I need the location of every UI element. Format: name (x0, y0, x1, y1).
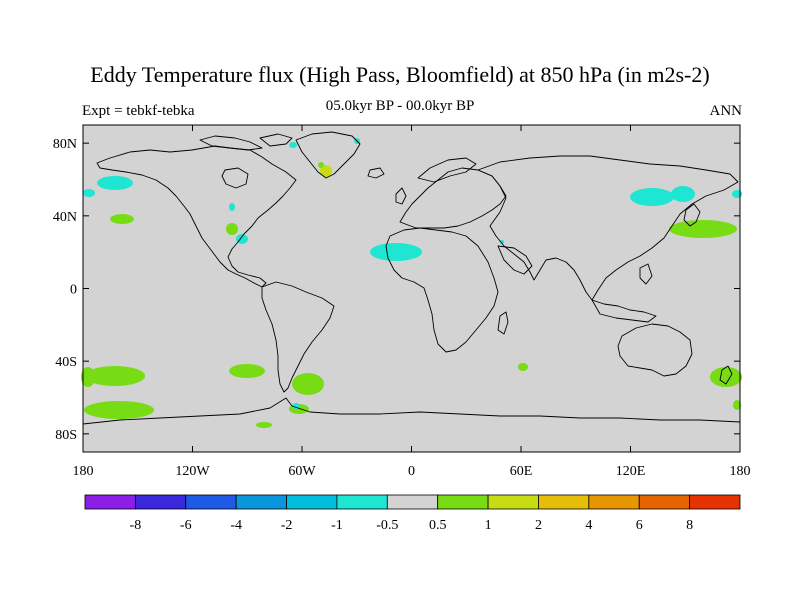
period-label: 05.0kyr BP - 00.0kyr BP (325, 98, 475, 114)
lat-tick-label: 80S (55, 428, 77, 443)
colorbar-swatch (134, 494, 187, 510)
colorbar-swatch (185, 494, 237, 510)
lon-tick-label: 180 (730, 464, 751, 479)
lon-tick-label: 120E (616, 464, 646, 479)
coastline-arctic-islands (199, 135, 263, 151)
anomaly-cyan-north-pacific (97, 176, 133, 190)
coastline-south-america (261, 281, 335, 393)
lat-tick-label: 40S (55, 355, 77, 370)
colorbar: -8 -6 -4 -2 -1 -0.5 0.5 1 2 4 6 8 (84, 494, 741, 533)
colorbar-label: -8 (130, 518, 142, 533)
anomaly-cyan-weddell (292, 403, 300, 409)
colorbar-label: -4 (230, 518, 242, 533)
colorbar-swatch (386, 494, 439, 510)
anomaly-green-south-indian (518, 363, 528, 371)
coastline-africa (385, 227, 499, 353)
colorbar-swatch (84, 494, 136, 510)
lon-tick-label: 0 (408, 464, 415, 479)
colorbar-label: 2 (535, 518, 542, 533)
coastline-australia (617, 323, 693, 377)
colorbar-label: 8 (686, 518, 693, 533)
lon-tick-label: 120W (175, 464, 210, 479)
coastline-antarctica (82, 397, 741, 425)
colorbar-swatch (588, 494, 640, 510)
anomaly-regions (81, 138, 742, 428)
colorbar-label: 4 (585, 518, 592, 533)
colorbar-swatch (437, 494, 489, 510)
anomaly-cyan-subtropical-atlantic (370, 243, 422, 261)
anomaly-cyan-mediterranean-dot (500, 240, 504, 244)
lon-tick-label: 60E (510, 464, 533, 479)
coastline-japan (683, 203, 701, 227)
colorbar-swatch (538, 494, 590, 510)
anomaly-green-north-pacific (110, 214, 134, 224)
anomaly-green-south-indian-east (710, 367, 742, 387)
coastline-arctic-islands-2 (259, 133, 293, 147)
colorbar-label: -6 (180, 518, 192, 533)
anomaly-green-gulf (226, 223, 238, 235)
coastline-hudson-bay (221, 167, 249, 189)
anomaly-cyan-asia (630, 188, 674, 206)
anomaly-cyan-east-asia (671, 186, 695, 202)
coastline-uk (395, 187, 407, 205)
season-label: ANN (709, 103, 743, 119)
coastline-philippines (639, 263, 653, 285)
anomaly-green-southern-ocean (84, 401, 154, 419)
coastline-asia (477, 155, 739, 301)
colorbar-swatch (286, 494, 338, 510)
lat-tick-label: 0 (70, 283, 77, 298)
anomaly-cyan-greenland (289, 142, 297, 148)
lat-tick-label: 80N (53, 137, 77, 152)
anomaly-green-south-pacific-edge (81, 367, 95, 387)
anomaly-cyan-atlantic-small (229, 203, 235, 211)
coastlines (82, 131, 741, 425)
colorbar-label: 0.5 (429, 518, 447, 533)
colorbar-swatch (336, 494, 388, 510)
anomaly-green-antarctic-pen (256, 422, 272, 428)
anomaly-green-west-pacific (669, 220, 737, 238)
colorbar-swatch (689, 494, 741, 510)
lon-tick-label: 180 (73, 464, 94, 479)
anomaly-green-south-pacific-west (85, 366, 145, 386)
lon-tick-label: 60W (288, 464, 316, 479)
coastline-scandinavia (417, 157, 477, 183)
colorbar-swatch (638, 494, 691, 510)
anomaly-green-south-dateline (733, 400, 741, 410)
map-background (83, 125, 740, 452)
coastline-arabia (497, 245, 533, 275)
lat-tick-label: 40N (53, 210, 77, 225)
coastline-iceland (367, 167, 385, 179)
coastline-new-zealand (719, 365, 733, 385)
anomaly-cyan-canada (236, 234, 248, 244)
anomaly-cyan-west-pacific (83, 189, 95, 197)
colorbar-label: 6 (636, 518, 643, 533)
anomaly-green-greenland (318, 162, 324, 168)
experiment-label: Expt = tebkf-tebka (82, 103, 195, 119)
plot-title: Eddy Temperature flux (High Pass, Bloomf… (90, 62, 710, 87)
coastline-greenland (295, 131, 361, 179)
colorbar-label: -1 (331, 518, 343, 533)
colorbar-swatch (487, 494, 539, 510)
colorbar-label: 1 (485, 518, 492, 533)
anomaly-yellow-greenland (320, 165, 332, 177)
coastline-madagascar (497, 311, 509, 335)
anomaly-green-drake (292, 373, 324, 395)
colorbar-swatch (235, 494, 287, 510)
colorbar-label: -0.5 (376, 518, 398, 533)
anomaly-green-south-pacific-east (229, 364, 265, 378)
axis-ticks: 80N 40N 0 40S 80S 180 120W 60W 0 60E 120E 180 (53, 125, 751, 479)
colorbar-label: -2 (281, 518, 293, 533)
coastline-indonesia (591, 299, 657, 323)
